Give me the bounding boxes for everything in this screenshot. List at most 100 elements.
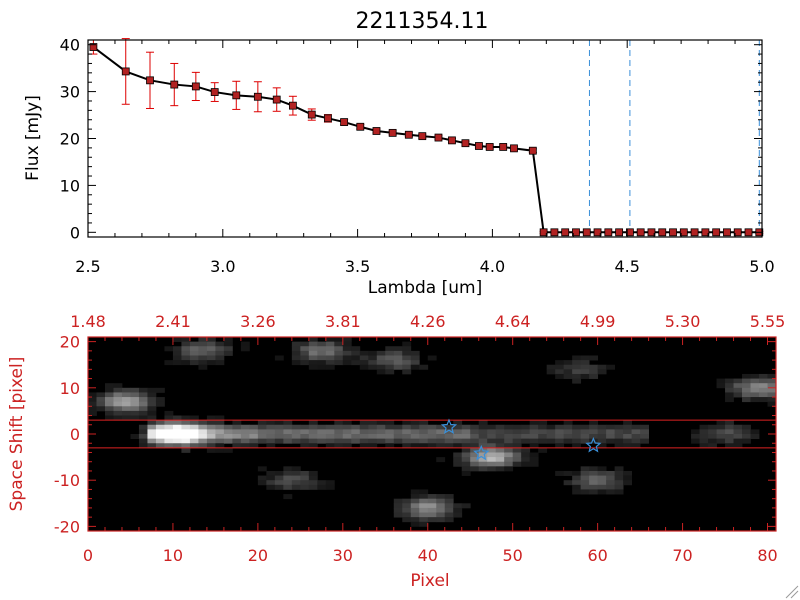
heatmap-cell: [470, 457, 480, 463]
heatmap-cell: [725, 383, 734, 389]
heatmap-cell: [716, 378, 726, 384]
heatmap-cell: [164, 346, 174, 352]
heatmap-cell: [402, 503, 412, 509]
heatmap-cell: [444, 517, 454, 523]
heatmap-cell: [742, 373, 751, 379]
heatmap-cell: [402, 341, 412, 347]
heatmap-cell: [495, 443, 505, 449]
heatmap-cell: [563, 480, 573, 486]
heatmap-cell: [385, 350, 395, 356]
data-point: [539, 228, 548, 237]
heatmap-cell: [546, 364, 556, 370]
heatmap-cell: [589, 355, 599, 361]
image-top-tick-label: 5.30: [665, 312, 701, 331]
heatmap-cell: [470, 443, 480, 449]
image-y-tick-label: 20: [60, 333, 80, 352]
resize-grip[interactable]: [785, 585, 799, 599]
heatmap-cell: [410, 350, 420, 356]
heatmap-cell: [300, 355, 310, 361]
heatmap-cell: [308, 475, 318, 481]
heatmap-cell: [172, 337, 182, 343]
heatmap-cell: [325, 424, 335, 430]
spectrum-y-axis-label: Flux [mJy]: [23, 95, 43, 181]
heatmap-cell: [104, 387, 114, 393]
heatmap-cell: [121, 392, 131, 398]
heatmap-cell: [88, 406, 97, 412]
heatmap-cell: [308, 355, 318, 361]
heatmap-cell: [410, 517, 420, 523]
heatmap-cell: [597, 475, 607, 481]
heatmap-cell: [181, 447, 191, 453]
heatmap-cell: [597, 364, 607, 370]
heatmap-cell: [410, 512, 420, 518]
heatmap-cell: [189, 355, 199, 361]
heatmap-cell: [206, 337, 216, 343]
heatmap-cell: [521, 457, 531, 463]
heatmap-cell: [512, 434, 522, 440]
heatmap-cell: [283, 466, 293, 472]
image-x-tick-labels: 0 10 20 30 40 50 60 70 80: [83, 546, 778, 565]
heatmap-cell: [274, 429, 284, 435]
data-point: [744, 228, 753, 237]
heatmap-cell: [223, 337, 233, 343]
heatmap-cell: [606, 434, 616, 440]
heatmap-cell: [121, 410, 131, 416]
heatmap-cell: [181, 415, 191, 421]
heatmap-cell: [359, 360, 369, 366]
heatmap-cell: [359, 355, 369, 361]
heatmap-cell: [419, 420, 429, 426]
heatmap-cell: [444, 429, 454, 435]
heatmap-cell: [444, 443, 454, 449]
heatmap-cell: [453, 438, 463, 444]
data-point: [372, 127, 381, 135]
heatmap-cell: [478, 452, 488, 458]
heatmap-cell: [147, 424, 157, 430]
heatmap-cell: [589, 489, 599, 495]
heatmap-cell: [181, 337, 191, 343]
heatmap-cell: [606, 489, 616, 495]
heatmap-cell: [368, 429, 378, 435]
heatmap-cell: [512, 424, 522, 430]
heatmap-cell: [606, 364, 616, 370]
heatmap-cell: [487, 424, 497, 430]
heatmap-cell: [274, 424, 284, 430]
heatmap-cell: [427, 498, 437, 504]
heatmap-cell: [121, 415, 131, 421]
heatmap-cell: [538, 447, 548, 453]
spectrum-x-axis-label: Lambda [um]: [368, 278, 482, 298]
heatmap-cell: [266, 480, 276, 486]
heatmap-cell: [563, 369, 573, 375]
heatmap-cell: [725, 397, 734, 403]
heatmap-cell: [487, 429, 497, 435]
image-top-tick-label: 3.81: [325, 312, 361, 331]
heatmap-cell: [427, 438, 437, 444]
data-point: [604, 228, 613, 237]
data-point: [253, 92, 262, 101]
heatmap-cell: [691, 438, 700, 444]
heatmap-cell: [563, 373, 573, 379]
heatmap-cell: [266, 424, 276, 430]
heatmap-cell: [572, 424, 582, 430]
heatmap-cell: [767, 373, 777, 379]
data-point: [593, 228, 602, 237]
heatmap-cell: [512, 457, 522, 463]
heatmap-cell: [529, 461, 539, 467]
heatmap-cell: [249, 443, 259, 449]
heatmap-cell: [181, 434, 191, 440]
heatmap-cell: [419, 517, 429, 523]
heatmap-cell: [334, 341, 344, 347]
heatmap-cell: [376, 364, 386, 370]
heatmap-cell: [512, 429, 522, 435]
heatmap-cell: [623, 438, 632, 444]
heatmap-cell: [308, 438, 318, 444]
heatmap-cell: [580, 480, 590, 486]
data-point: [324, 114, 332, 123]
heatmap-cell: [555, 373, 565, 379]
heatmap-cell: [342, 346, 352, 352]
heatmap-cell: [342, 355, 352, 361]
data-point: [146, 76, 154, 85]
heatmap-cell: [206, 429, 216, 435]
heatmap-cell: [436, 512, 446, 518]
heatmap-cell: [631, 434, 641, 440]
heatmap-cell: [699, 443, 709, 449]
